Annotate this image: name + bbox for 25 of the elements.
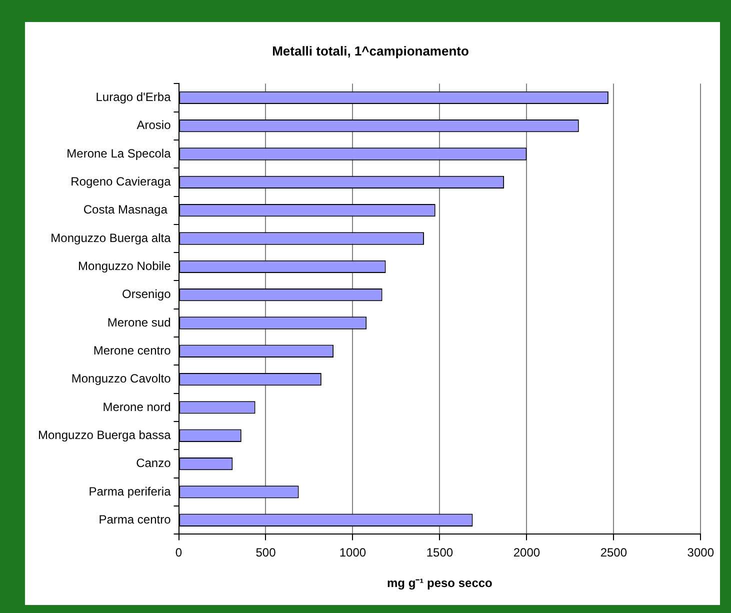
y-tick-label: Merone sud [107, 315, 171, 330]
y-tick-label: Parma centro [98, 512, 172, 526]
x-tick-label: 2000 [513, 546, 540, 560]
y-tick-label: Orsenigo [122, 287, 172, 302]
chart-title: Metalli totali, 1^campionamento [272, 43, 469, 58]
y-tick-label: Monguzzo Nobile [78, 258, 172, 273]
x-tick-label: 2500 [600, 546, 628, 560]
x-tick-label: 1500 [426, 546, 454, 560]
y-tick-label: Monguzzo Buerga alta [50, 230, 172, 245]
y-tick-label: Parma periferia [88, 484, 172, 498]
y-tick-label: Rogeno Cavieraga [70, 174, 172, 188]
y-tick-label: Monguzzo Buerga bassa [38, 428, 172, 442]
x-axis-title: mg g⁻¹ peso secco [387, 576, 492, 590]
y-tick-label: Costa Masnaga [83, 202, 171, 217]
x-tick-label: 500 [256, 546, 276, 560]
y-tick-label: Arosio [136, 118, 172, 132]
x-tick-label: 1000 [339, 546, 366, 560]
x-tick-label: 0 [175, 546, 182, 560]
y-tick-label: Monguzzo Cavolto [71, 372, 172, 386]
y-tick-label: Lurago d'Erba [96, 90, 172, 104]
x-tick-label: 3000 [687, 546, 714, 560]
y-tick-label: Merone nord [102, 400, 171, 414]
y-tick-label: Canzo [136, 456, 172, 470]
y-tick-label: Merone centro [93, 343, 172, 358]
y-tick-label: Merone La Specola [66, 146, 172, 160]
